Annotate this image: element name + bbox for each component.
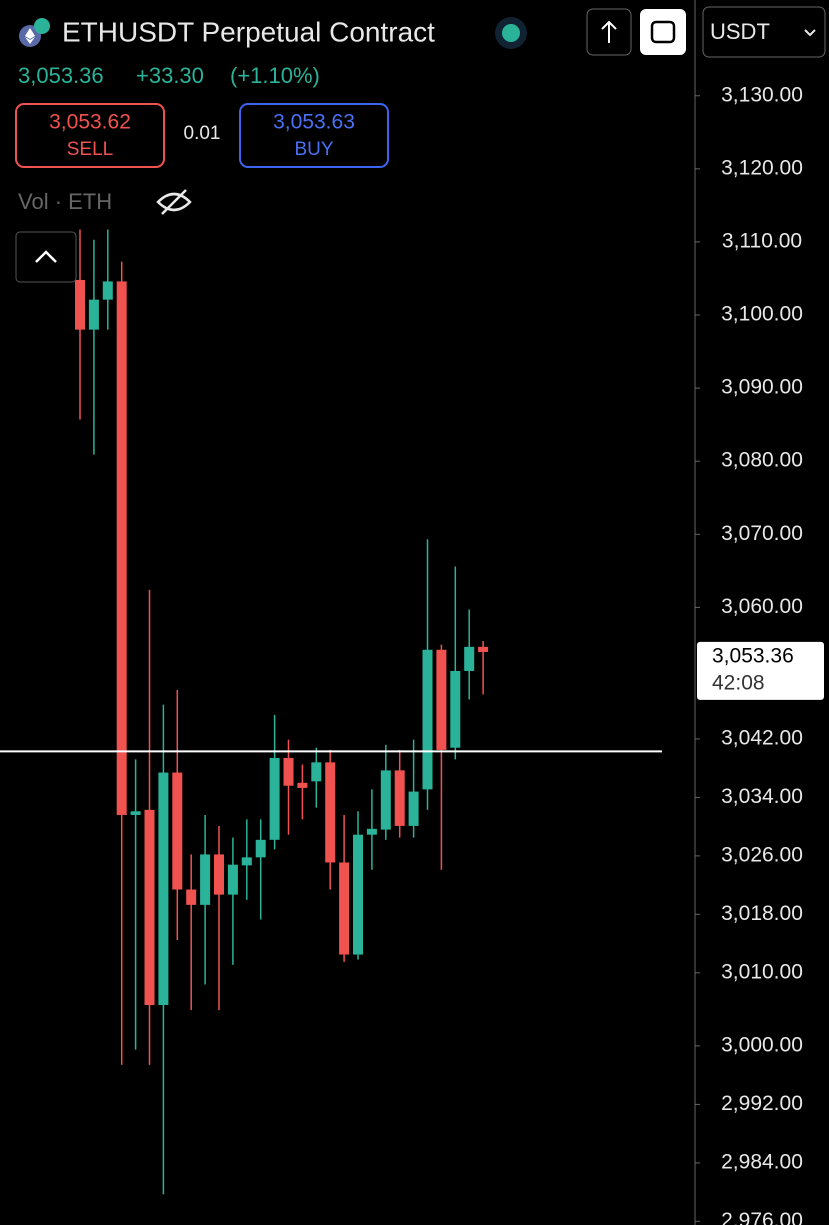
candle-body (339, 862, 350, 955)
y-tick-label: 2,984.00 (721, 1150, 803, 1173)
candle-body (172, 772, 183, 890)
sell-price: 3,053.62 (49, 111, 131, 134)
candle-body (283, 757, 294, 786)
currency: USDT (710, 19, 770, 44)
buy-label: BUY (294, 139, 333, 160)
y-tick-label: 3,070.00 (721, 522, 803, 545)
fullscreen-icon (650, 20, 676, 44)
candle-body (255, 839, 266, 858)
change-percent: (+1.10%) (230, 63, 320, 88)
spread: 0.01 (184, 123, 221, 144)
status-dot (502, 24, 520, 42)
candle-body (366, 828, 377, 835)
chevron-up (35, 250, 57, 263)
last-price: 3,053.36 (18, 63, 104, 88)
symbol: ETHUSDT Perpetual Contract (62, 16, 435, 47)
y-tick-label: 2,992.00 (721, 1092, 803, 1115)
fullscreen-button[interactable] (640, 9, 686, 55)
share-icon (601, 20, 617, 43)
y-tick-label: 3,010.00 (721, 960, 803, 983)
y-tick-label: 3,130.00 (721, 83, 803, 106)
candle-body (408, 791, 419, 826)
buy-price: 3,053.63 (273, 111, 355, 134)
badge (34, 18, 50, 34)
countdown: 42:08 (712, 671, 765, 694)
chevron-down (804, 29, 816, 37)
eth-icon (25, 28, 35, 44)
y-tick-label: 3,034.00 (721, 785, 803, 808)
last-price-box (697, 641, 824, 700)
candle-body (436, 649, 447, 750)
candle-body (325, 762, 336, 863)
sell-label: SELL (67, 139, 113, 160)
candle-body (214, 854, 224, 895)
y-tick-label: 3,090.00 (721, 376, 803, 399)
candle-body (297, 782, 308, 788)
candle-body (186, 889, 197, 905)
currency-select[interactable] (702, 6, 826, 58)
candle-body (464, 646, 475, 671)
candle-body (88, 299, 99, 330)
y-tick-label: 3,110.00 (722, 229, 802, 252)
buy-button[interactable] (239, 103, 389, 168)
sell-button[interactable] (15, 103, 165, 168)
collapse-button[interactable] (15, 231, 77, 283)
candle-body (394, 770, 405, 826)
change: +33.30 (136, 63, 204, 88)
y-tick-label: 3,060.00 (721, 595, 803, 618)
candle-body (450, 670, 461, 748)
y-tick-label: 3,080.00 (721, 449, 803, 472)
y-tick-label: 3,018.00 (721, 902, 803, 925)
candle-body (130, 811, 141, 815)
candle-body (116, 281, 127, 815)
candle-body (227, 864, 238, 895)
candle-body (353, 834, 363, 955)
plot (0, 229, 662, 1195)
candle-body (422, 649, 433, 790)
candle-body (144, 809, 155, 1005)
candle-body (380, 770, 391, 830)
hide-icon[interactable] (156, 189, 192, 215)
y-tick-label: 3,100.00 (721, 303, 803, 326)
candle-body (158, 772, 169, 1005)
candle-body (311, 762, 322, 782)
y-tick-label: 3,042.00 (721, 726, 803, 749)
candle-body (75, 279, 85, 330)
volume-label: Vol · ETH (18, 189, 112, 214)
y-tick-label: 3,026.00 (721, 843, 803, 866)
candle-body (269, 757, 280, 840)
candle-body (241, 857, 252, 866)
y-tick-label: 3,120.00 (721, 156, 803, 179)
last-price-label: 3,053.36 (712, 644, 794, 667)
candle-body (200, 854, 211, 905)
candle-body (102, 281, 113, 300)
price-axis: 3,130.00 3,120.00 3,110.00 3,100.00 3,090.00… (695, 83, 824, 1225)
y-tick-label: 3,000.00 (721, 1033, 803, 1056)
candle-body (478, 646, 489, 652)
y-tick-label: 2,976.00 (721, 1209, 803, 1225)
